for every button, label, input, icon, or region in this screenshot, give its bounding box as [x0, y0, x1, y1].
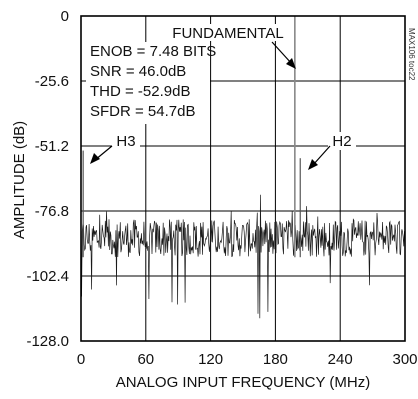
- y-tick-label: -51.2: [35, 138, 69, 155]
- stat-enob: ENOB = 7.48 BITS: [90, 43, 216, 60]
- figure-reference: MAX106 toc22: [407, 28, 416, 81]
- stat-thd: THD = -52.9dB: [90, 83, 190, 100]
- x-tick-labels: 0 60 120 180 240 300: [77, 351, 418, 368]
- noise-trace-line: [80, 194, 406, 319]
- plot-frame: [80, 15, 406, 342]
- h2-arrow-line: [312, 145, 331, 166]
- x-tick-label: 240: [328, 351, 353, 368]
- x-tick-label: 60: [137, 351, 154, 368]
- stat-snr: SNR = 46.0dB: [90, 63, 186, 80]
- stats-box: ENOB = 7.48 BITS SNR = 46.0dB THD = -52.…: [86, 42, 216, 124]
- fundamental-label-background: [176, 24, 280, 41]
- stat-sfdr: SFDR = 54.7dB: [90, 103, 195, 120]
- x-tick-label: 180: [263, 351, 288, 368]
- h2-label: H2: [332, 133, 351, 150]
- noise-floor-trace: [80, 194, 406, 319]
- y-tick-label: -25.6: [35, 73, 69, 90]
- x-axis-label: ANALOG INPUT FREQUENCY (MHz): [116, 374, 370, 391]
- spur-lines: [82, 16, 301, 258]
- h3-arrow-head: [90, 153, 100, 164]
- stats-box-background: [86, 42, 210, 124]
- y-tick-labels: 0 -25.6 -51.2 -76.8 -102.4 -128.0: [26, 8, 69, 350]
- fundamental-annotation: FUNDAMENTAL: [172, 24, 296, 69]
- y-tick-label: -128.0: [26, 333, 69, 350]
- y-tick-label: -102.4: [26, 268, 69, 285]
- h3-annotation: H3: [90, 132, 140, 164]
- x-tick-label: 300: [392, 351, 417, 368]
- y-tick-label: 0: [61, 8, 69, 25]
- fundamental-arrow-line: [271, 41, 293, 65]
- y-tick-label: -76.8: [35, 203, 69, 220]
- fundamental-label: FUNDAMENTAL: [172, 25, 283, 42]
- h3-label: H3: [116, 133, 135, 150]
- h2-label-background: [328, 132, 356, 150]
- h2-arrow-head: [308, 159, 318, 170]
- x-tick-label: 0: [77, 351, 85, 368]
- y-axis-label: AMPLITUDE (dB): [11, 121, 28, 239]
- h2-annotation: H2: [308, 132, 356, 170]
- h3-label-background: [112, 132, 140, 150]
- fundamental-arrow-head: [286, 58, 296, 69]
- x-tick-label: 120: [198, 351, 223, 368]
